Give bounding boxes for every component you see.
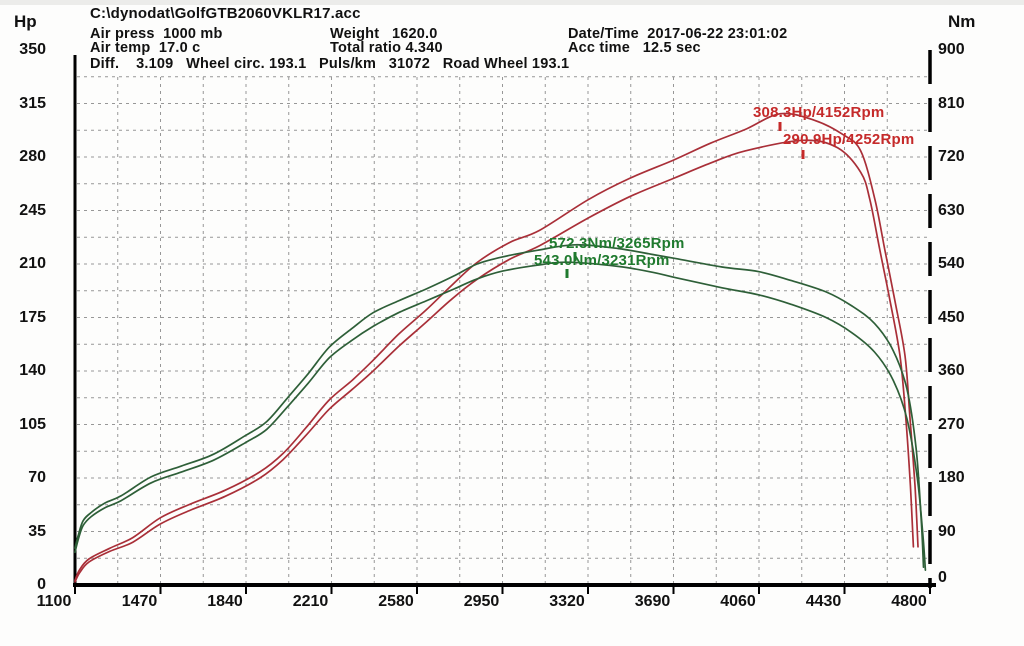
hp-tick-label: 105: [19, 415, 46, 433]
hp-tick-label: 315: [19, 94, 46, 112]
hp-tick-label: 280: [19, 148, 46, 165]
hp-tick-label: 350: [19, 41, 46, 58]
peak-annotation: 543.0Nm/3231Rpm: [534, 252, 670, 269]
rpm-tick-label: 3320: [549, 593, 585, 610]
rpm-tick-label: 1100: [36, 593, 72, 610]
date-time-field: Date/Time 2017-06-22 23:01:02: [568, 27, 788, 42]
weight-field: Weight 1620.0: [330, 27, 438, 42]
nm-tick-label: 540: [938, 255, 965, 272]
hp-tick-label: 35: [28, 522, 46, 540]
nm-tick-label: 0: [938, 569, 947, 586]
rpm-tick-label: 4430: [805, 593, 842, 610]
torque-run-2-curve: [74, 261, 927, 571]
torque-run-1-curve: [74, 243, 925, 569]
nm-tick-label: 90: [938, 522, 956, 540]
air-press-field: Air press 1000 mb: [90, 27, 223, 42]
nm-tick-label: 720: [938, 148, 965, 165]
hp-tick-label: 245: [19, 201, 46, 219]
rpm-tick-label: 4060: [720, 593, 756, 610]
rpm-tick-label: 2210: [292, 593, 329, 610]
peak-annotation: 572.3Nm/3265Rpm: [549, 235, 685, 252]
peak-annotation: 290.9Hp/4252Rpm: [783, 131, 915, 148]
peak-annotation: 308.3Hp/4152Rpm: [753, 104, 885, 121]
rpm-tick-label: 2580: [378, 593, 414, 610]
nm-tick-label: 900: [938, 41, 965, 58]
power-run-2-curve: [74, 139, 915, 583]
total-ratio-field: Total ratio 4.340: [330, 41, 443, 56]
rpm-tick-label: 4800: [891, 593, 927, 610]
hp-tick-label: 175: [19, 308, 46, 326]
rpm-tick-label: 1470: [121, 593, 158, 610]
nm-tick-label: 450: [938, 308, 965, 326]
rpm-tick-label: 3690: [634, 593, 671, 610]
nm-tick-label: 810: [938, 94, 965, 112]
rpm-tick-label: 1840: [207, 593, 243, 610]
air-temp-field: Air temp 17.0 c: [90, 41, 201, 56]
acc-time-field: Acc time 12.5 sec: [568, 41, 701, 56]
nm-tick-label: 180: [938, 469, 965, 486]
file-path: C:\dynodat\GolfGTB2060VKLR17.acc: [90, 5, 361, 22]
diff-wheel-row: Diff. 3.109 Wheel circ. 193.1 Puls/km 31…: [90, 57, 570, 72]
nm-axis-title: Nm: [948, 12, 976, 31]
power-run-1-curve: [74, 112, 919, 582]
hp-tick-label: 140: [19, 362, 46, 379]
hp-tick-label: 210: [19, 255, 46, 272]
hp-tick-label: 0: [37, 576, 46, 593]
nm-tick-label: 630: [938, 201, 965, 219]
nm-tick-label: 360: [938, 362, 965, 379]
window-top-strip: [0, 0, 1024, 5]
rpm-tick-label: 2950: [463, 593, 500, 610]
hp-tick-label: 70: [28, 469, 46, 486]
hp-axis-title: Hp: [14, 12, 37, 31]
nm-tick-label: 270: [938, 415, 965, 433]
